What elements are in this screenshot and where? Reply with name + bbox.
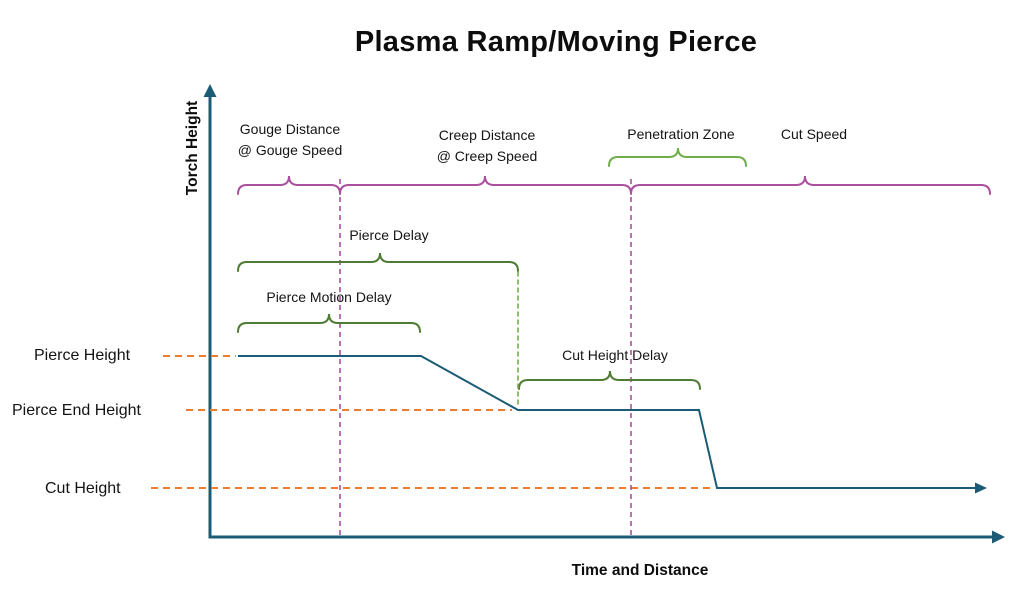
x-axis-label: Time and Distance	[571, 562, 709, 579]
torch-height-curve	[238, 355, 977, 489]
cut-height-delay-brace	[518, 370, 701, 390]
creep-distance-label: Creep Distance @ Creep Speed	[436, 127, 538, 164]
pierce-motion-delay-label: Pierce Motion Delay	[266, 289, 392, 305]
cut-speed-label: Cut Speed	[780, 126, 848, 142]
penetration-zone-label: Penetration Zone	[627, 126, 735, 142]
cut-height-label: Cut Height	[45, 480, 121, 497]
y-axis-arrow-icon	[203, 84, 217, 97]
y-axis-label: Torch Height	[184, 100, 201, 196]
pierce-height-label: Pierce Height	[34, 347, 131, 364]
curve-arrow-icon	[975, 482, 987, 494]
pierce-motion-delay-brace	[237, 313, 421, 333]
pierce-end-height-label: Pierce End Height	[12, 402, 141, 419]
gouge-distance-label: Gouge Distance @ Gouge Speed	[237, 121, 343, 158]
cut-height-delay-label: Cut Height Delay	[562, 347, 668, 363]
speed-zones-brace	[237, 175, 991, 195]
page-title: Plasma Ramp/Moving Pierce	[354, 26, 758, 58]
pierce-delay-brace	[237, 252, 519, 272]
x-axis-arrow-icon	[992, 530, 1005, 544]
pierce-delay-label: Pierce Delay	[349, 227, 429, 243]
penetration-zone-brace	[608, 147, 747, 167]
